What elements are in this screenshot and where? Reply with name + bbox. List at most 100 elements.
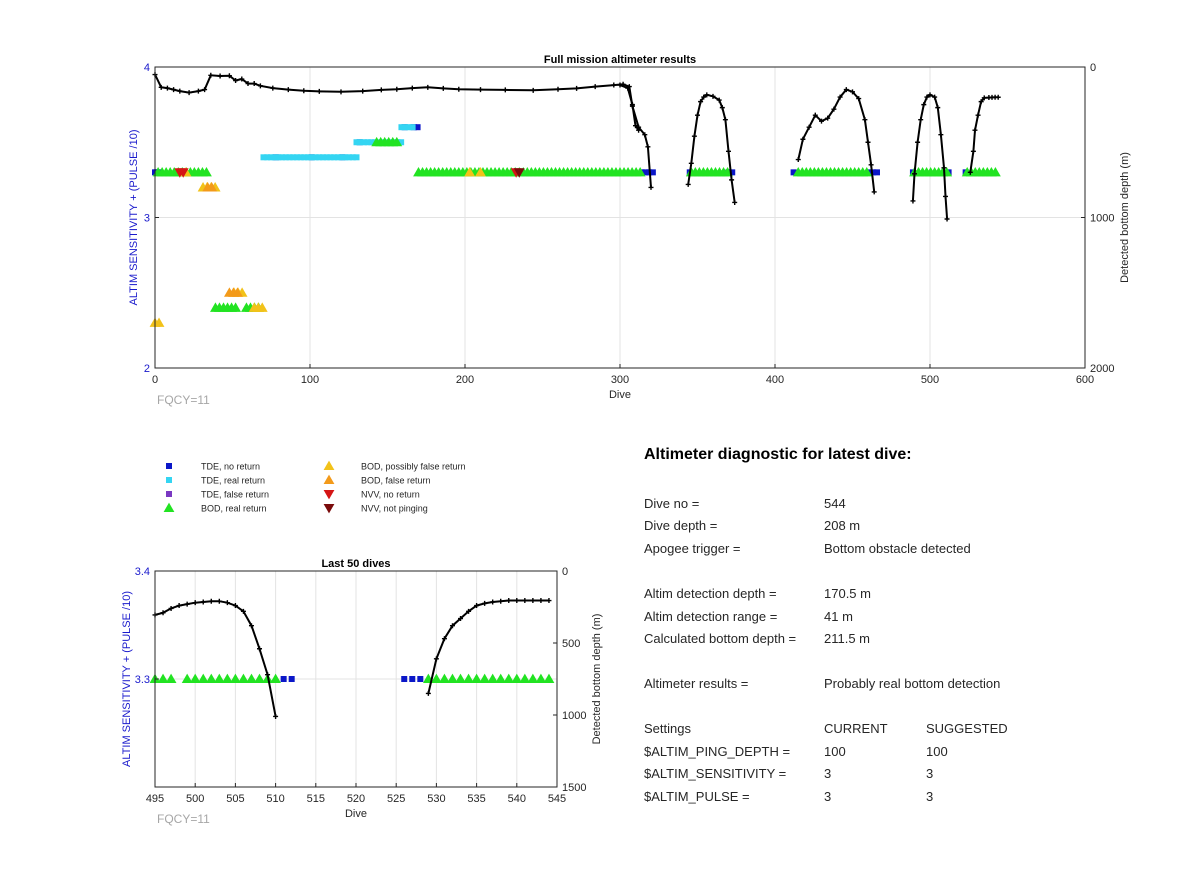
tde-real-marker (293, 154, 300, 161)
depth-point (691, 133, 697, 139)
tde-real-marker (267, 154, 274, 161)
last-50-dives-chart: 495 500 505 510 515 520 525 530 535 540 545 3.3 3.4 0… (121, 558, 603, 826)
results-label: Altimeter results = (644, 676, 749, 691)
legend-tde-no-marker (166, 463, 172, 469)
depth-point (456, 86, 462, 92)
bod-real-marker (487, 673, 499, 684)
legend-label: TDE, real return (201, 476, 265, 486)
depth-line (687, 93, 736, 203)
x-tick-label: 400 (766, 374, 784, 386)
depth-point (819, 118, 824, 124)
depth-point (449, 623, 455, 629)
bod-real-marker (447, 673, 458, 684)
depth-point (506, 598, 512, 604)
depth-point (265, 672, 271, 678)
depth-point (943, 193, 948, 199)
depth-point (688, 160, 694, 166)
ping-depth-row: $ALTIM_PING_DEPTH = 100 100 (644, 744, 1144, 762)
bod-real-marker (189, 673, 201, 684)
depth-point (726, 148, 731, 154)
bod-real-marker (157, 673, 169, 684)
tde-real-marker (286, 154, 293, 161)
suggested-header: SUGGESTED (926, 721, 1008, 736)
bod-real-marker (634, 166, 646, 177)
chart-title: Full mission altimeter results (544, 54, 696, 66)
dive-depth-row: Dive depth = 208 m (644, 518, 1144, 536)
depth-line (797, 88, 876, 193)
depth-point (378, 87, 384, 93)
dive-depth-value: 208 m (824, 518, 861, 533)
x-tick-label: 500 (186, 793, 204, 805)
tde-real-marker (405, 124, 412, 131)
tde-real-marker (320, 154, 327, 161)
depth-point (695, 112, 700, 118)
bod-real-marker (519, 673, 531, 684)
bod-real-marker (197, 673, 209, 684)
depth-point (338, 89, 344, 95)
legend-label: TDE, false return (201, 490, 269, 500)
depth-point (245, 81, 251, 87)
depth-point (160, 610, 166, 616)
tde-no-marker (873, 169, 880, 176)
depth-point (924, 94, 930, 100)
x-tick-label: 520 (347, 793, 365, 805)
detection-depth-row: Altim detection depth = 170.5 m (644, 586, 1144, 604)
pulse-label: $ALTIM_PULSE = (644, 789, 750, 804)
ping-depth-label: $ALTIM_PING_DEPTH = (644, 744, 791, 759)
depth-point (171, 87, 177, 93)
tde-real-marker (409, 124, 416, 131)
x-tick-label: 510 (266, 793, 284, 805)
depth-point (514, 598, 520, 604)
tde-real-marker (327, 154, 334, 161)
marker-legend: TDE, no return TDE, real return TDE, false… (163, 460, 466, 514)
bod-possible-marker (464, 166, 476, 177)
legend-nvv-no-marker (323, 489, 335, 500)
depth-point (478, 87, 483, 93)
depth-point (164, 85, 170, 91)
bod-real-marker (213, 673, 225, 684)
bod-real-marker (527, 673, 539, 684)
depth-point (440, 85, 446, 91)
depth-point (176, 603, 182, 609)
x-tick-label: 515 (307, 793, 325, 805)
depth-point (910, 198, 916, 204)
depth-point (633, 123, 638, 129)
tde-no-marker (870, 169, 877, 176)
depth-point (921, 102, 927, 108)
settings-label: Settings (644, 721, 691, 736)
x-axis-label: Dive (345, 808, 367, 820)
tde-real-marker (353, 154, 360, 161)
dive-no-label: Dive no = (644, 496, 700, 511)
depth-point (856, 96, 862, 102)
bod-real-marker (254, 673, 265, 684)
bod-real-marker (201, 166, 212, 177)
depth-point (555, 86, 561, 92)
depth-point (918, 117, 924, 123)
depth-point (232, 603, 238, 609)
nvv-no-marker (177, 168, 189, 178)
apogee-row: Apogee trigger = Bottom obstacle detecte… (644, 541, 1144, 559)
depth-point (915, 139, 921, 145)
depth-point (200, 599, 206, 605)
depth-point (273, 713, 279, 719)
depth-point (912, 171, 917, 177)
ping-depth-current: 100 (824, 744, 846, 759)
detection-depth-value: 170.5 m (824, 586, 871, 601)
y-axis-label: ALTIM SENSITIVITY + (PULSE /10) (121, 591, 133, 767)
depth-point (433, 656, 439, 662)
tde-no-marker (649, 169, 656, 176)
bod-real-marker (495, 673, 507, 684)
depth-point (617, 82, 623, 88)
x-tick-label: 505 (226, 793, 244, 805)
bod-real-marker (990, 166, 1001, 177)
x-tick-label: 495 (146, 793, 164, 805)
detection-range-row: Altim detection range = 41 m (644, 609, 1144, 627)
bod-real-marker (535, 673, 547, 684)
y-axis-label: ALTIM SENSITIVITY + (PULSE /10) (128, 130, 140, 306)
y2-tick-label: 0 (1090, 62, 1096, 74)
depth-point (704, 92, 710, 98)
chart-title: Last 50 dives (321, 558, 390, 570)
depth-point (498, 598, 504, 604)
dive-no-row: Dive no = 544 (644, 496, 1144, 514)
depth-point (995, 94, 1001, 100)
